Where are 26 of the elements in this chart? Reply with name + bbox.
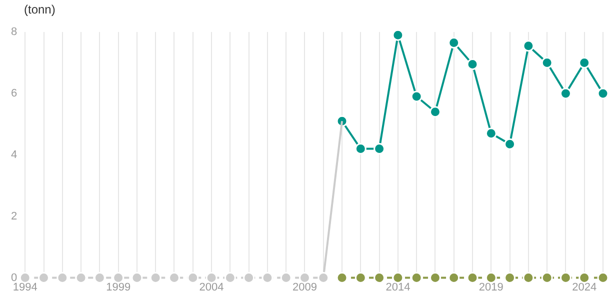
point — [392, 29, 404, 41]
point — [597, 88, 609, 100]
x-tick-label: 2009 — [292, 281, 317, 294]
x-tick-label: 2019 — [478, 281, 504, 294]
y-tick-label: 4 — [10, 148, 18, 161]
y-tick-label: 6 — [10, 87, 18, 100]
y-tick-label: 2 — [10, 210, 18, 222]
x-tick-label: 2014 — [386, 281, 410, 294]
point — [429, 106, 441, 118]
point — [578, 56, 590, 68]
x-tick-label: 1999 — [106, 281, 131, 294]
y-axis-title: (tonn) — [24, 2, 56, 16]
x-tick-label: 2004 — [199, 281, 224, 294]
point — [541, 56, 553, 68]
point — [354, 143, 366, 155]
point — [466, 58, 478, 70]
point — [448, 37, 460, 49]
point — [504, 138, 516, 150]
x-tick-label: 1994 — [12, 281, 38, 294]
y-tick-label: 8 — [10, 26, 18, 38]
point — [410, 90, 422, 102]
y-tick-label: 0 — [10, 272, 18, 284]
point — [374, 143, 386, 155]
point — [522, 40, 534, 52]
x-tick-label: 2024 — [572, 281, 597, 294]
point — [485, 128, 497, 140]
